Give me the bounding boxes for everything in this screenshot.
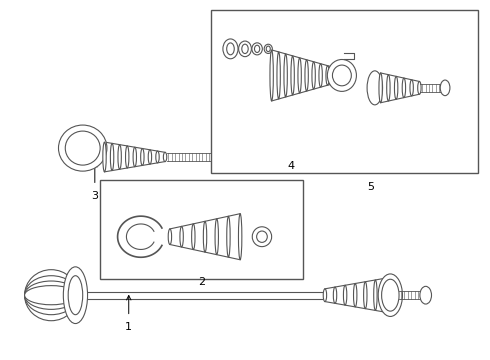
Text: 4: 4 — [288, 161, 294, 171]
Ellipse shape — [257, 231, 267, 242]
Ellipse shape — [319, 64, 322, 87]
Text: 1: 1 — [125, 322, 132, 332]
Ellipse shape — [298, 58, 301, 93]
Ellipse shape — [163, 152, 167, 162]
Ellipse shape — [58, 125, 107, 171]
Ellipse shape — [266, 46, 270, 51]
Ellipse shape — [168, 229, 172, 244]
Ellipse shape — [440, 80, 450, 96]
Ellipse shape — [156, 151, 159, 163]
Ellipse shape — [312, 62, 316, 89]
Ellipse shape — [417, 81, 421, 94]
Ellipse shape — [239, 41, 251, 57]
Ellipse shape — [203, 221, 207, 252]
Ellipse shape — [270, 50, 273, 101]
Ellipse shape — [291, 56, 294, 95]
Ellipse shape — [239, 214, 242, 260]
Ellipse shape — [327, 59, 356, 91]
Ellipse shape — [374, 280, 377, 310]
Ellipse shape — [402, 78, 406, 98]
Ellipse shape — [326, 66, 329, 85]
Ellipse shape — [382, 279, 399, 311]
Ellipse shape — [379, 73, 382, 103]
Ellipse shape — [148, 150, 151, 164]
Bar — [211, 10, 478, 173]
Ellipse shape — [215, 219, 219, 255]
Text: 2: 2 — [198, 278, 205, 288]
Ellipse shape — [353, 283, 357, 307]
Ellipse shape — [24, 270, 78, 321]
Ellipse shape — [333, 287, 337, 303]
Ellipse shape — [378, 274, 402, 316]
Ellipse shape — [410, 80, 414, 96]
Text: 3: 3 — [91, 191, 98, 201]
Ellipse shape — [252, 227, 271, 247]
Ellipse shape — [277, 52, 280, 99]
Ellipse shape — [63, 267, 88, 324]
Bar — [99, 180, 303, 279]
Ellipse shape — [125, 146, 129, 168]
Ellipse shape — [227, 43, 234, 55]
Ellipse shape — [384, 278, 387, 312]
Ellipse shape — [394, 76, 398, 99]
Ellipse shape — [133, 147, 137, 167]
Ellipse shape — [180, 226, 183, 247]
Ellipse shape — [65, 131, 100, 165]
Ellipse shape — [68, 276, 83, 315]
Ellipse shape — [118, 145, 122, 169]
Ellipse shape — [254, 45, 260, 53]
Ellipse shape — [24, 285, 78, 305]
Ellipse shape — [103, 142, 106, 172]
Ellipse shape — [420, 286, 432, 304]
Ellipse shape — [367, 71, 383, 105]
Ellipse shape — [264, 44, 272, 54]
Ellipse shape — [343, 285, 347, 305]
Text: 5: 5 — [368, 182, 374, 192]
Ellipse shape — [305, 60, 308, 91]
Ellipse shape — [252, 43, 262, 55]
Ellipse shape — [332, 65, 351, 86]
Ellipse shape — [364, 282, 367, 309]
Ellipse shape — [110, 143, 114, 171]
Ellipse shape — [323, 289, 327, 302]
Ellipse shape — [24, 276, 78, 315]
Ellipse shape — [141, 148, 144, 166]
Ellipse shape — [242, 44, 248, 54]
Ellipse shape — [24, 281, 78, 309]
Ellipse shape — [223, 39, 238, 59]
Ellipse shape — [284, 54, 287, 97]
Ellipse shape — [333, 68, 336, 83]
Ellipse shape — [227, 216, 230, 257]
Ellipse shape — [192, 224, 195, 249]
Ellipse shape — [387, 75, 390, 101]
